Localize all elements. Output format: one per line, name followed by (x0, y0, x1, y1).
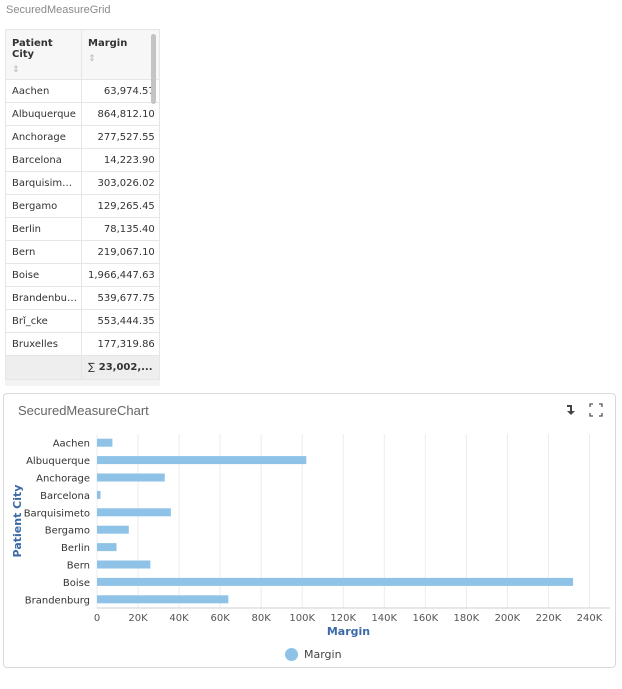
total-value-cell: ∑ 23,002,... (81, 355, 160, 380)
x-tick-label: 60K (210, 613, 230, 624)
column-header-margin[interactable]: Margin ⇕ (81, 29, 160, 80)
y-tick-label: Boise (63, 578, 90, 589)
x-tick-label: 20K (128, 613, 148, 624)
margin-cell: 1,966,447.63 (81, 263, 160, 287)
y-tick-label: Berlin (61, 543, 90, 554)
x-tick-label: 40K (169, 613, 189, 624)
table-row[interactable]: Barquisime... 303,026.02 (5, 171, 160, 195)
y-tick-label: Bern (67, 561, 90, 572)
sum-icon: ∑ (88, 362, 95, 373)
table-row[interactable]: Bergamo 129,265.45 (5, 194, 160, 218)
x-tick-label: 120K (330, 613, 356, 624)
total-label-cell (5, 355, 82, 380)
grid-table: Patient City ⇕ Margin ⇕ Aachen 63,974.57 A… (5, 29, 160, 380)
x-tick-label: 160K (412, 613, 438, 624)
table-row[interactable]: Bern 219,067.10 (5, 240, 160, 264)
y-tick-label: Barcelona (40, 491, 90, 502)
grid-title: SecuredMeasureGrid (6, 4, 111, 16)
chart-title: SecuredMeasureChart (18, 403, 149, 418)
bar-chart: 0 20K 40K 60K 80K 100K 120K 140K 160K 180K 200K 220… (11, 434, 610, 638)
margin-cell: 303,026.02 (81, 171, 160, 195)
x-tick-label: 220K (536, 613, 562, 624)
city-cell: Aachen (5, 79, 82, 103)
bar (97, 438, 113, 447)
city-cell: Berlin (5, 217, 82, 241)
bar (97, 595, 229, 604)
table-row[interactable]: Berlin 78,135.40 (5, 217, 160, 241)
grid-scrollbar[interactable] (151, 34, 156, 104)
city-cell: Boise (5, 263, 82, 287)
download-icon[interactable] (564, 403, 578, 420)
y-tick-label: Bergamo (45, 526, 90, 537)
margin-cell: 219,067.10 (81, 240, 160, 264)
margin-cell: 539,677.75 (81, 286, 160, 310)
y-tick-label: Anchorage (36, 474, 90, 485)
legend-label: Margin (304, 648, 342, 661)
x-tick-label: 200K (495, 613, 521, 624)
city-cell: Barcelona (5, 148, 82, 172)
city-cell: Bruxelles (5, 332, 82, 356)
y-tick-label: Aachen (53, 439, 90, 450)
column-header-label: Patient City (12, 38, 53, 60)
chart-legend[interactable]: Margin (285, 648, 342, 661)
bar (97, 560, 151, 569)
column-header-patient-city[interactable]: Patient City ⇕ (5, 29, 82, 80)
margin-cell: 78,135.40 (81, 217, 160, 241)
x-tick-label: 0 (94, 613, 100, 624)
y-tick-label: Albuquerque (26, 456, 90, 467)
bar (97, 577, 574, 586)
data-grid: Patient City ⇕ Margin ⇕ Aachen 63,974.57 A… (5, 29, 160, 386)
city-cell: Albuquerque (5, 102, 82, 126)
legend-swatch (285, 648, 298, 661)
y-tick-label: Brandenburg (25, 595, 90, 606)
city-cell: Bern (5, 240, 82, 264)
fullscreen-icon[interactable] (589, 403, 603, 420)
chart-panel: SecuredMeasureChart 0 20K 40K 60K 80K 100K 120… (3, 393, 616, 668)
bar (97, 543, 117, 552)
x-tick-label: 100K (289, 613, 315, 624)
x-tick-label: 240K (577, 613, 603, 624)
city-cell: Brandenburg (5, 286, 82, 310)
x-tick-label: 80K (252, 613, 272, 624)
city-cell: Barquisime... (5, 171, 82, 195)
table-row[interactable]: Brandenburg 539,677.75 (5, 286, 160, 310)
bar (97, 456, 307, 465)
table-row[interactable]: Albuquerque 864,812.10 (5, 102, 160, 126)
sort-icon[interactable]: ⇕ (88, 54, 96, 64)
total-value: 23,002,... (98, 362, 153, 373)
bar (97, 525, 129, 534)
city-cell: Brǐ_cke (5, 309, 82, 333)
y-axis-title: Patient City (11, 485, 24, 558)
margin-cell: 277,527.55 (81, 125, 160, 149)
margin-cell: 63,974.57 (81, 79, 160, 103)
city-cell: Anchorage (5, 125, 82, 149)
margin-cell: 177,319.86 (81, 332, 160, 356)
margin-cell: 14,223.90 (81, 148, 160, 172)
y-tick-label: Barquisimeto (24, 508, 90, 519)
bar (97, 473, 165, 482)
bar (97, 490, 101, 499)
margin-cell: 553,444.35 (81, 309, 160, 333)
x-tick-label: 140K (371, 613, 397, 624)
x-tick-label: 180K (454, 613, 480, 624)
x-axis-title: Margin (327, 625, 370, 638)
column-header-label: Margin (88, 38, 128, 49)
margin-cell: 864,812.10 (81, 102, 160, 126)
sort-icon[interactable]: ⇕ (12, 65, 20, 75)
table-row[interactable]: Brǐ_cke 553,444.35 (5, 309, 160, 333)
margin-cell: 129,265.45 (81, 194, 160, 218)
table-row[interactable]: Anchorage 277,527.55 (5, 125, 160, 149)
table-row[interactable]: Boise 1,966,447.63 (5, 263, 160, 287)
bar (97, 508, 171, 517)
table-row[interactable]: Barcelona 14,223.90 (5, 148, 160, 172)
table-row[interactable]: Aachen 63,974.57 (5, 79, 160, 103)
table-row[interactable]: Bruxelles 177,319.86 (5, 332, 160, 356)
total-row: ∑ 23,002,... (5, 355, 160, 380)
city-cell: Bergamo (5, 194, 82, 218)
